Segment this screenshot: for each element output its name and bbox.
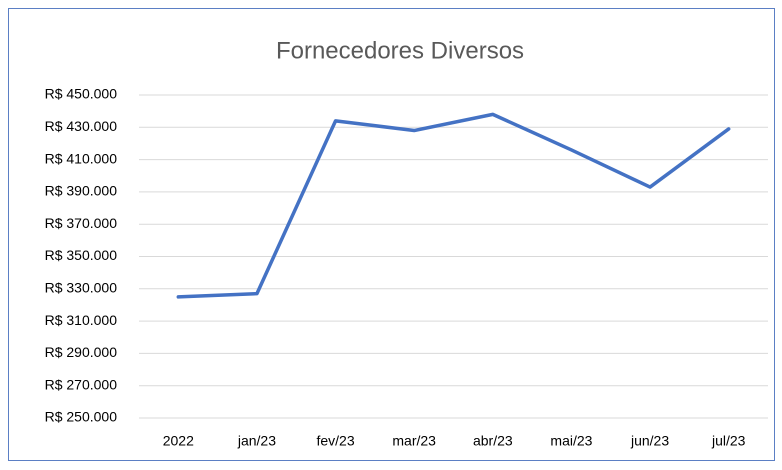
x-tick-label: mar/23: [392, 433, 436, 449]
y-tick-label: R$ 430.000: [45, 118, 118, 134]
x-tick-label: mai/23: [550, 433, 592, 449]
data-line: [176, 112, 731, 299]
x-tick-label: jun/23: [630, 433, 669, 449]
y-tick-label: R$ 350.000: [45, 247, 118, 263]
chart-frame: [8, 8, 775, 461]
y-tick-label: R$ 450.000: [45, 86, 118, 102]
y-tick-label: R$ 310.000: [45, 312, 118, 328]
x-tick-label: jan/23: [237, 433, 276, 449]
chart-title: Fornecedores Diversos: [276, 37, 524, 64]
y-tick-label: R$ 290.000: [45, 344, 118, 360]
y-tick-label: R$ 330.000: [45, 280, 118, 296]
x-tick-label: fev/23: [316, 433, 354, 449]
x-tick-label: abr/23: [473, 433, 513, 449]
y-tick-label: R$ 270.000: [45, 376, 118, 392]
y-tick-label: R$ 390.000: [45, 183, 118, 199]
x-tick-label: 2022: [163, 433, 194, 449]
y-tick-label: R$ 370.000: [45, 215, 118, 231]
y-tick-label: R$ 250.000: [45, 409, 118, 425]
y-tick-label: R$ 410.000: [45, 150, 118, 166]
x-tick-label: jul/23: [711, 433, 746, 449]
